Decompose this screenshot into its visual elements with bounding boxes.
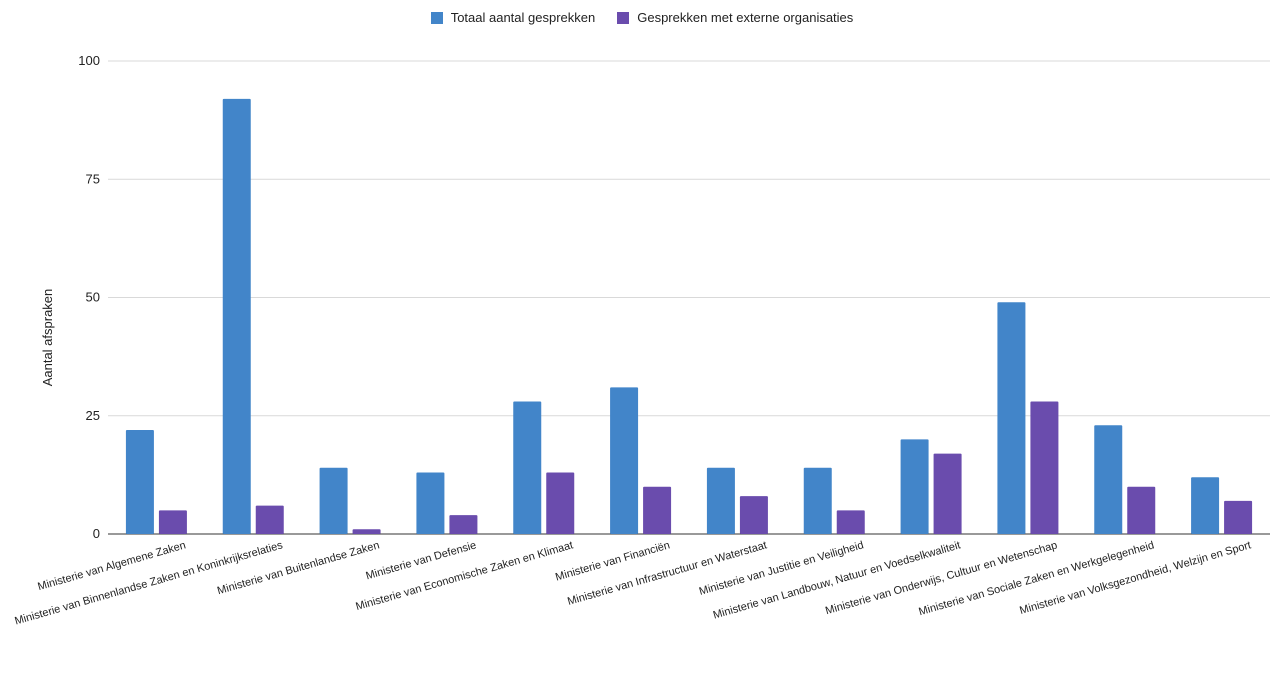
bar-series-1 <box>319 467 348 534</box>
x-tick-label: Ministerie van Buitenlandse Zaken <box>216 539 381 597</box>
y-tick-label: 100 <box>78 53 100 68</box>
bar-series-2 <box>739 496 768 534</box>
y-tick-label: 25 <box>86 408 100 423</box>
bar-series-1 <box>513 401 542 534</box>
y-axis-title: Aantal afspraken <box>40 289 55 387</box>
legend-label-series-2: Gesprekken met externe organisaties <box>637 10 854 25</box>
bar-series-2 <box>546 472 575 534</box>
bar-series-2 <box>933 453 962 534</box>
bar-series-1 <box>222 98 251 534</box>
bar-series-2 <box>449 515 478 534</box>
legend-item-series-2: Gesprekken met externe organisaties <box>617 10 853 25</box>
y-tick-label: 50 <box>86 290 100 305</box>
bar-series-1 <box>997 302 1026 534</box>
x-tick-label: Ministerie van Justitie en Veiligheid <box>698 539 865 598</box>
y-tick-label: 0 <box>93 526 100 541</box>
bar-series-2 <box>158 510 187 534</box>
bar-series-2 <box>643 486 672 534</box>
bar-series-1 <box>1094 425 1123 534</box>
bar-series-1 <box>706 467 735 534</box>
bar-series-1 <box>610 387 639 534</box>
y-tick-label: 75 <box>86 171 100 186</box>
bar-series-2 <box>1224 500 1253 534</box>
bar-series-2 <box>1030 401 1059 534</box>
bar-series-1 <box>1191 477 1220 534</box>
bar-series-2 <box>1127 486 1156 534</box>
legend-label-series-1: Totaal aantal gesprekken <box>450 10 596 25</box>
bar-series-1 <box>416 472 445 534</box>
bar-series-2 <box>836 510 865 534</box>
bar-series-2 <box>255 505 284 534</box>
legend: Totaal aantal gesprekken Gesprekken met … <box>0 10 1284 25</box>
legend-swatch-series-2 <box>617 11 630 24</box>
bar-series-1 <box>900 439 929 534</box>
legend-swatch-series-1 <box>430 11 443 24</box>
bar-series-1 <box>803 467 832 534</box>
legend-item-series-1: Totaal aantal gesprekken <box>430 10 596 25</box>
bar-series-1 <box>125 429 154 534</box>
bar-series-2 <box>352 529 381 534</box>
